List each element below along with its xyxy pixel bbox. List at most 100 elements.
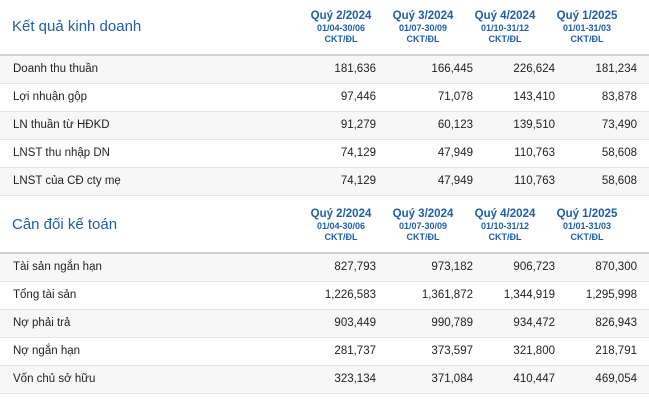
cell-value: 906,723	[513, 261, 555, 273]
column-unit: CKT/ĐL	[488, 34, 522, 44]
column-quarter: Quý 4/2024	[474, 10, 536, 22]
column-range: 01/01-31/03	[562, 23, 612, 33]
cell-value: 226,624	[513, 63, 555, 75]
table-row: Nợ ngắn hạn 281,737 373,597 321,800 218,…	[0, 338, 649, 366]
column-unit: CKT/ĐL	[570, 34, 604, 44]
column-unit: CKT/ĐL	[570, 232, 604, 242]
cell-value: 58,608	[601, 175, 637, 187]
cell-value: 74,129	[340, 175, 376, 187]
column-unit: CKT/ĐL	[324, 34, 358, 44]
cell-value: 469,054	[595, 373, 637, 385]
table-row: Tổng tài sản 1,226,583 1,361,872 1,344,9…	[0, 282, 649, 310]
cell-value: 410,447	[513, 373, 555, 385]
balance-col-header[interactable]: Quý 3/2024 01/07-30/09 CKT/ĐL	[382, 207, 464, 243]
table-row: LN thuần từ HĐKD 91,279 60,123 139,510 7…	[0, 112, 649, 140]
column-range: 01/04-30/06	[316, 221, 366, 231]
balance-section: Cân đối kế toán Quý 2/2024 01/04-30/06 C…	[0, 196, 649, 394]
income-col-header[interactable]: Quý 2/2024 01/04-30/06 CKT/ĐL	[300, 9, 382, 45]
cell-value: 110,763	[514, 147, 555, 159]
cell-value: 71,078	[437, 91, 473, 103]
cell-value: 83,878	[601, 91, 637, 103]
cell-value: 181,636	[334, 63, 376, 75]
row-label: Nợ phải trả	[13, 317, 71, 329]
table-row: Nợ phải trả 903,449 990,789 934,472 826,…	[0, 310, 649, 338]
income-title: Kết quả kinh doanh	[12, 18, 142, 35]
column-unit: CKT/ĐL	[488, 232, 522, 242]
cell-value: 139,510	[513, 119, 555, 131]
column-range: 01/07-30/09	[398, 23, 448, 33]
cell-value: 323,134	[334, 373, 376, 385]
cell-value: 827,793	[334, 261, 376, 273]
balance-col-header[interactable]: Quý 4/2024 01/10-31/12 CKT/ĐL	[464, 207, 546, 243]
row-label: Tài sản ngắn hạn	[13, 261, 102, 273]
balance-header: Cân đối kế toán Quý 2/2024 01/04-30/06 C…	[0, 196, 649, 254]
column-quarter: Quý 1/2025	[556, 10, 618, 22]
column-range: 01/04-30/06	[316, 23, 366, 33]
row-label: Vốn chủ sở hữu	[13, 373, 96, 385]
column-quarter: Quý 3/2024	[392, 10, 454, 22]
cell-value: 373,597	[431, 345, 473, 357]
cell-value: 97,446	[340, 91, 376, 103]
row-label: LNST của CĐ cty mẹ	[13, 175, 121, 187]
column-range: 01/01-31/03	[562, 221, 612, 231]
income-header: Kết quả kinh doanh Quý 2/2024 01/04-30/0…	[0, 0, 649, 56]
cell-value: 60,123	[437, 119, 473, 131]
cell-value: 934,472	[513, 317, 555, 329]
cell-value: 58,608	[601, 147, 637, 159]
table-row: LNST thu nhập DN 74,129 47,949 110,763 5…	[0, 140, 649, 168]
cell-value: 181,234	[595, 63, 637, 75]
cell-value: 110,763	[514, 175, 555, 187]
cell-value: 73,490	[601, 119, 637, 131]
table-row: Tài sản ngắn hạn 827,793 973,182 906,723…	[0, 254, 649, 282]
cell-value: 321,800	[513, 345, 555, 357]
cell-value: 74,129	[340, 147, 376, 159]
cell-value: 990,789	[431, 317, 473, 329]
balance-title: Cân đối kế toán	[12, 216, 118, 233]
balance-col-header[interactable]: Quý 1/2025 01/01-31/03 CKT/ĐL	[546, 207, 628, 243]
column-range: 01/10-31/12	[480, 23, 530, 33]
column-unit: CKT/ĐL	[406, 34, 440, 44]
row-label: Nợ ngắn hạn	[13, 345, 81, 357]
cell-value: 1,344,919	[503, 289, 555, 301]
cell-value: 47,949	[437, 175, 473, 187]
cell-value: 371,084	[431, 373, 473, 385]
row-label: Doanh thu thuần	[13, 63, 99, 75]
balance-table-body: Tài sản ngắn hạn 827,793 973,182 906,723…	[0, 254, 649, 394]
row-label: LNST thu nhập DN	[13, 147, 110, 159]
column-quarter: Quý 1/2025	[556, 208, 618, 220]
column-unit: CKT/ĐL	[324, 232, 358, 242]
cell-value: 91,279	[340, 119, 376, 131]
table-row: Vốn chủ sở hữu 323,134 371,084 410,447 4…	[0, 366, 649, 394]
cell-value: 218,791	[595, 345, 637, 357]
column-quarter: Quý 2/2024	[310, 10, 372, 22]
income-section: Kết quả kinh doanh Quý 2/2024 01/04-30/0…	[0, 0, 649, 196]
row-label: LN thuần từ HĐKD	[13, 119, 110, 131]
cell-value: 143,410	[513, 91, 555, 103]
cell-value: 870,300	[595, 261, 637, 273]
cell-value: 1,295,998	[585, 289, 637, 301]
cell-value: 826,943	[595, 317, 637, 329]
column-range: 01/07-30/09	[398, 221, 448, 231]
cell-value: 281,737	[334, 345, 376, 357]
row-label: Tổng tài sản	[13, 289, 77, 301]
table-row: Doanh thu thuần 181,636 166,445 226,624 …	[0, 56, 649, 84]
income-col-header[interactable]: Quý 1/2025 01/01-31/03 CKT/ĐL	[546, 9, 628, 45]
cell-value: 1,361,872	[421, 289, 473, 301]
income-col-header[interactable]: Quý 4/2024 01/10-31/12 CKT/ĐL	[464, 9, 546, 45]
column-quarter: Quý 3/2024	[392, 208, 454, 220]
column-quarter: Quý 2/2024	[310, 208, 372, 220]
column-unit: CKT/ĐL	[406, 232, 440, 242]
balance-col-header[interactable]: Quý 2/2024 01/04-30/06 CKT/ĐL	[300, 207, 382, 243]
cell-value: 903,449	[334, 317, 376, 329]
income-table-body: Doanh thu thuần 181,636 166,445 226,624 …	[0, 56, 649, 196]
table-row: Lợi nhuận gộp 97,446 71,078 143,410 83,8…	[0, 84, 649, 112]
cell-value: 166,445	[431, 63, 473, 75]
cell-value: 973,182	[431, 261, 473, 273]
column-quarter: Quý 4/2024	[474, 208, 536, 220]
table-row: LNST của CĐ cty mẹ 74,129 47,949 110,763…	[0, 168, 649, 196]
row-label: Lợi nhuận gộp	[13, 91, 88, 103]
column-range: 01/10-31/12	[480, 221, 530, 231]
cell-value: 1,226,583	[324, 289, 376, 301]
income-col-header[interactable]: Quý 3/2024 01/07-30/09 CKT/ĐL	[382, 9, 464, 45]
cell-value: 47,949	[437, 147, 473, 159]
